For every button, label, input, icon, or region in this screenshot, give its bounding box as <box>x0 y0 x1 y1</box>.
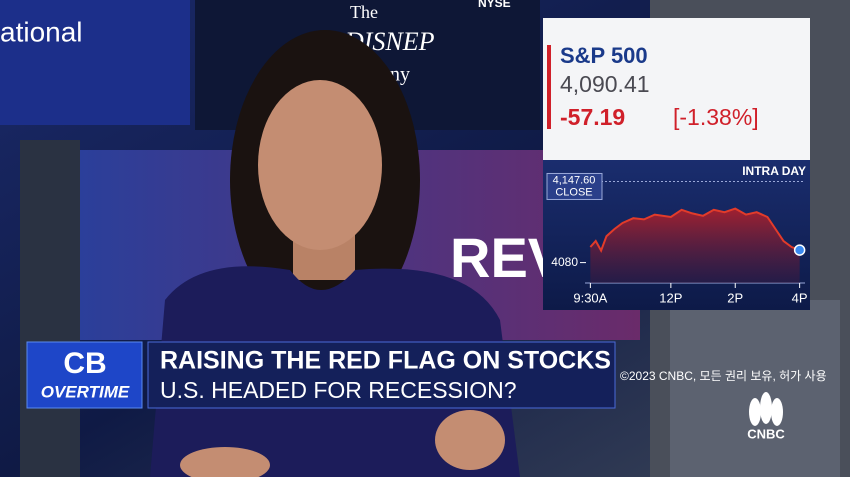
subhead: U.S. HEADED FOR RECESSION? <box>160 377 517 403</box>
peacock <box>749 392 783 426</box>
network-logo: CNBC <box>747 426 785 441</box>
reference-box <box>546 172 603 200</box>
headline: RAISING THE RED FLAG ON STOCKS <box>160 347 611 375</box>
ticker-price: 4,090.41 <box>560 71 650 97</box>
x-tick-label: 9:30A <box>573 290 607 305</box>
chart-label: INTRA DAY <box>742 164 806 178</box>
end-dot <box>793 244 806 256</box>
logo-bottom: OVERTIME <box>41 382 130 401</box>
logo-top: CB <box>63 347 106 380</box>
screen-left <box>0 0 190 125</box>
area <box>590 208 800 283</box>
headline-box <box>147 341 616 409</box>
ticker-change-pct: [-1.38%] <box>673 104 759 130</box>
hand <box>435 410 505 470</box>
copyright: ©2023 CNBC, 모든 권리 보유, 허가 사용 <box>620 369 827 383</box>
bg-text: ational <box>0 16 83 47</box>
y-tick-label: 4080 <box>551 255 578 269</box>
bg-text: NYSE <box>478 0 511 10</box>
line <box>589 207 800 253</box>
right-panels <box>670 300 840 477</box>
reference-label: 4,147.60 <box>553 174 596 186</box>
post <box>20 140 80 477</box>
show-logo <box>26 341 143 409</box>
bg-text: The <box>350 2 378 22</box>
ticker-change: -57.19 <box>560 104 625 130</box>
ticker-panel <box>543 18 810 160</box>
feather <box>760 392 772 424</box>
ticker-name: S&P 500 <box>560 43 648 68</box>
x-tick-label: 2P <box>727 290 743 305</box>
reference-text: CLOSE <box>555 186 592 198</box>
feather <box>771 398 783 426</box>
ticker-bar <box>547 45 551 129</box>
x-tick-label: 4P <box>792 290 808 305</box>
face <box>258 80 382 250</box>
x-tick-label: 12P <box>659 290 682 305</box>
hand <box>180 447 270 477</box>
feather <box>749 398 761 426</box>
